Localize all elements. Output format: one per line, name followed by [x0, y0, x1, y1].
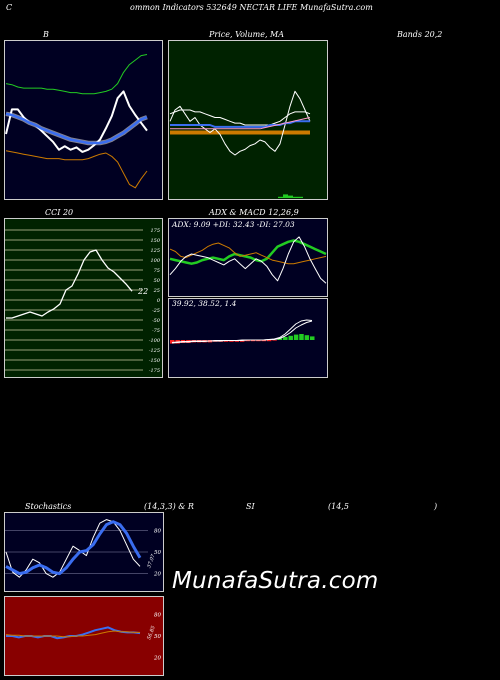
macd-chart: 39.92, 38.52, 1.4	[168, 298, 328, 378]
bollinger-chart	[4, 40, 163, 200]
macd-histogram-bar	[272, 340, 277, 341]
macd-signal-line	[171, 320, 313, 344]
stoch-tick-label: 80	[154, 528, 161, 534]
macd-histogram-bar	[310, 336, 315, 340]
price-ma-title: Price, Volume, MA	[209, 30, 285, 39]
price-ma-panel	[168, 40, 328, 200]
cci-title: CCI 20	[45, 208, 74, 217]
rsi-chart: 80 50 20 56.85	[4, 596, 164, 676]
macd-histogram-bar	[256, 340, 261, 342]
bollinger-panel	[4, 40, 163, 200]
rsi-panel: 80 50 20 56.85	[4, 596, 164, 676]
volume-bar	[298, 196, 303, 198]
macd-histogram-bar	[299, 334, 304, 340]
rsi-params-close: )	[434, 502, 438, 511]
rsi-value-label: 56.85	[146, 625, 157, 641]
adx--DI-line	[169, 242, 327, 265]
cci-line	[6, 249, 133, 319]
rsi-title: SI	[246, 502, 255, 511]
macd-histogram-bar	[277, 338, 283, 340]
volume-bar	[278, 196, 283, 198]
cci-tick-label: 50	[154, 278, 161, 284]
cci-tick-label: -100	[149, 338, 161, 344]
cci-tick-label: -175	[149, 368, 160, 374]
price-ma-white-line	[169, 109, 311, 126]
macd-histogram-bar	[170, 340, 175, 344]
macd-panel: 39.92, 38.52, 1.4	[168, 298, 328, 378]
volume-bar	[283, 194, 288, 198]
stoch-%K-line	[5, 519, 141, 578]
adx-chart: ADX: 9.09 +DI: 32.43 -DI: 27.03	[168, 218, 328, 297]
bands-title: Bands 20,2	[397, 30, 443, 39]
stoch-tick-label: 50	[154, 550, 161, 556]
adx-line	[169, 236, 327, 284]
macd-histogram-bar	[283, 337, 288, 340]
cci-tick-label: 75	[154, 268, 160, 274]
bollinger-title: B	[43, 30, 49, 39]
bollinger-upper-band-line	[5, 54, 148, 95]
header-title: ommon Indicators 532649 NECTAR LIFE Muna…	[130, 3, 373, 12]
stochastics-chart: 80 50 20 37.07	[4, 512, 164, 592]
watermark: MunafaSutra.com	[172, 568, 379, 594]
cci-tick-label: -125	[149, 348, 160, 354]
cci-tick-label: -75	[152, 328, 160, 334]
panel-frame	[4, 40, 163, 200]
cci-chart: 175 150 125 100 75 50 25 0 -25 -50 -75 -100 -125 -150…	[4, 218, 163, 378]
cci-tick-label: -50	[152, 318, 161, 324]
rsi-tick-label: 50	[154, 634, 161, 640]
header-left: C	[6, 3, 13, 12]
rsi-signal-line	[5, 630, 140, 638]
adx-+DI-line	[169, 239, 327, 265]
price-ma-pink-line	[170, 117, 311, 130]
cci-tick-label: -25	[152, 308, 160, 314]
macd-histogram-bar	[266, 340, 272, 342]
macd-histogram-bar	[288, 335, 293, 340]
rsi-params: (14,5	[328, 502, 349, 511]
macd-histogram-bar	[304, 335, 310, 340]
adx-macd-title: ADX & MACD 12,26,9	[209, 208, 299, 217]
cci-tick-label: 175	[150, 228, 160, 234]
stoch-value-label: 37.07	[146, 553, 157, 569]
cci-tick-label: 150	[150, 238, 160, 244]
panel-frame	[4, 218, 163, 378]
adx-label: ADX: 9.09 +DI: 32.43 -DI: 27.03	[171, 220, 295, 229]
stochastics-panel: 80 50 20 37.07	[4, 512, 164, 592]
bollinger-middle-band-line	[5, 112, 148, 145]
cci-tick-label: -150	[149, 358, 161, 364]
volume-bar	[293, 196, 298, 198]
volume-bar	[288, 195, 293, 198]
cci-panel: 175 150 125 100 75 50 25 0 -25 -50 -75 -100 -125 -150…	[4, 218, 163, 378]
price-price-line	[169, 90, 311, 156]
macd-histogram-bar	[250, 340, 256, 342]
stoch-tick-label: 20	[153, 572, 161, 578]
cci-tick-label: 125	[150, 248, 160, 254]
adx-panel: ADX: 9.09 +DI: 32.43 -DI: 27.03	[168, 218, 328, 297]
macd-histogram-bar	[245, 340, 250, 342]
stochastics-params: (14,3,3) & R	[144, 502, 194, 511]
cci-tick-label: 25	[153, 288, 160, 294]
cci-last-value: 22	[137, 287, 148, 296]
price-ma-chart	[168, 40, 328, 200]
macd-label: 39.92, 38.52, 1.4	[172, 299, 237, 308]
rsi-tick-label: 80	[154, 612, 161, 618]
cci-tick-label: 0	[157, 298, 161, 304]
macd-histogram-bar	[261, 340, 267, 342]
macd-histogram-bar	[293, 334, 299, 340]
rsi-tick-label: 20	[153, 656, 161, 662]
cci-tick-label: 100	[150, 258, 160, 264]
bollinger-lower-band-line	[5, 150, 148, 189]
stoch-%D-line	[5, 520, 142, 576]
stochastics-title: Stochastics	[25, 502, 72, 511]
